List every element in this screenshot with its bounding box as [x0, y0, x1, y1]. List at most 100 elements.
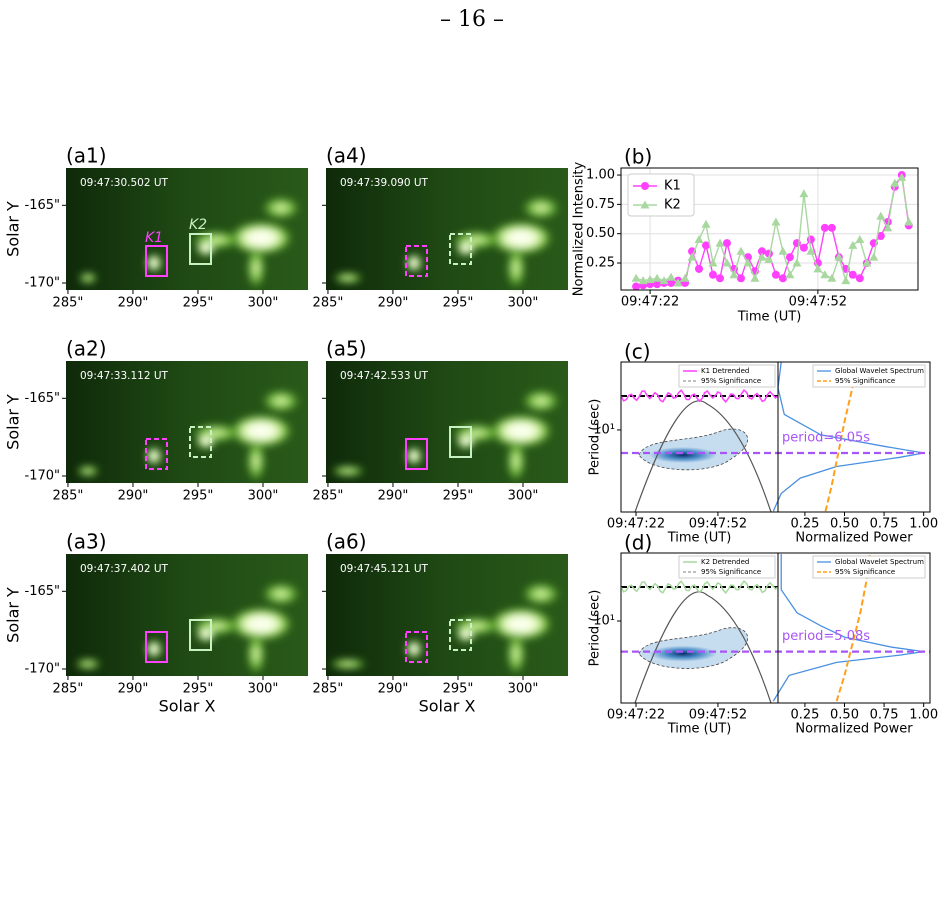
marker: [645, 274, 655, 283]
wavelet-panel: period=6.05s 10¹ 09:47:22 09:47:52 0.25 0.50 0…: [588, 340, 939, 546]
legend-box: [678, 555, 776, 579]
marker: [827, 273, 837, 282]
solar-emission: [76, 389, 301, 483]
marker: [632, 282, 641, 291]
x-tick-label: 285": [313, 682, 344, 697]
x-axis-label: Time (UT): [737, 310, 802, 325]
marker: [666, 272, 676, 281]
x-tick-label: 295": [443, 682, 474, 697]
emission-blob: [229, 607, 293, 641]
emission-blob: [489, 221, 553, 255]
legend-marker: [640, 200, 650, 209]
x-tick-label: 0.50: [830, 517, 859, 532]
page-number: – 16 –: [440, 7, 504, 32]
x-axis-label: Normalized Power: [795, 722, 913, 737]
marker: [848, 270, 857, 279]
k1-box: [145, 245, 168, 277]
marker: [764, 255, 774, 263]
marker: [799, 189, 809, 198]
y-tick-label: 0.50: [586, 226, 615, 241]
marker: [848, 240, 858, 249]
marker: [701, 219, 711, 228]
emission-blob: [328, 658, 368, 670]
legend-label: 95% Significance: [701, 377, 761, 385]
k2-box: [449, 619, 472, 651]
marker: [785, 253, 794, 262]
k1-box: [145, 438, 168, 470]
y-tick-label: 0.25: [586, 256, 615, 271]
panel-label: (a2): [66, 337, 107, 361]
x-tick-label: 0.25: [790, 517, 819, 532]
marker: [869, 252, 879, 261]
marker: [667, 278, 676, 287]
marker: [638, 276, 648, 285]
marker: [792, 258, 802, 267]
x-tick-label: 09:47:52: [689, 708, 747, 723]
x-tick-label: 09:47:22: [621, 295, 679, 310]
panel-label: (a1): [66, 144, 107, 168]
period-annotation: period=5.08s: [782, 629, 870, 644]
emission-blob: [246, 246, 266, 290]
emission-blob: [196, 433, 216, 449]
emission-blob: [196, 626, 216, 642]
image-panel: 09:47:37.402 UT (a3) 285" 290" 295" 300" -165"…: [4, 530, 308, 716]
y-tick-label: 1.00: [586, 168, 615, 183]
k2-box: [449, 426, 472, 458]
legend-label: 95% Significance: [835, 568, 895, 576]
legend-label: K1 Detrended: [701, 367, 749, 375]
k1-box: [405, 245, 428, 277]
emission-blob: [406, 640, 422, 658]
legend-label: Global Wavelet Spectrum: [835, 367, 924, 375]
wavelet-core: [649, 446, 717, 463]
legend-box: [627, 173, 695, 217]
marker: [631, 273, 641, 282]
marker: [659, 276, 669, 285]
y-tick-label: -170": [25, 469, 60, 484]
y-axis-label: Solar Y: [4, 394, 23, 450]
period-annotation: period=6.05s: [782, 430, 870, 445]
plot-frame: [777, 552, 931, 704]
emission-blob: [456, 240, 476, 256]
marker: [771, 217, 781, 226]
x-tick-label: 295": [183, 296, 214, 311]
emission-blob: [521, 582, 561, 606]
panel-label: (a3): [66, 530, 107, 554]
detrended-curve: [620, 388, 779, 403]
emission-blob: [489, 607, 553, 641]
legend-label: 95% Significance: [835, 377, 895, 385]
marker: [695, 264, 704, 273]
marker: [799, 243, 808, 252]
x-tick-label: 285": [53, 682, 84, 697]
marker: [820, 223, 829, 232]
marker: [876, 211, 886, 220]
y-tick-label: -170": [25, 276, 60, 291]
x-tick-label: 1.00: [909, 708, 938, 723]
k1-box: [405, 438, 428, 470]
legend-box: [812, 555, 926, 579]
emission-blob: [196, 240, 216, 256]
emission-blob: [456, 626, 476, 642]
marker: [813, 264, 823, 273]
legend-box: [812, 364, 926, 388]
marker: [806, 246, 816, 255]
solar-emission: [332, 196, 561, 290]
y-tick-label: -165": [25, 584, 60, 599]
cone-of-influence: [634, 400, 772, 513]
marker: [827, 223, 836, 232]
k1-label: K1: [145, 230, 163, 246]
k2-box: [189, 619, 212, 651]
y-axis-label: Period (sec): [588, 399, 603, 476]
image-panel: 09:47:39.090 UT (a4) 285" 290" 295" 300": [313, 144, 568, 311]
panel-label: (a4): [326, 144, 367, 168]
x-axis-label: Normalized Power: [795, 531, 913, 546]
x-tick-label: 300": [248, 296, 279, 311]
x-tick-label: 09:47:22: [607, 517, 665, 532]
marker: [729, 270, 739, 279]
emission-blob: [521, 196, 561, 220]
emission-blob: [76, 465, 100, 477]
marker: [736, 246, 746, 255]
x-tick-label: 285": [313, 489, 344, 504]
x-tick-label: 290": [118, 489, 149, 504]
